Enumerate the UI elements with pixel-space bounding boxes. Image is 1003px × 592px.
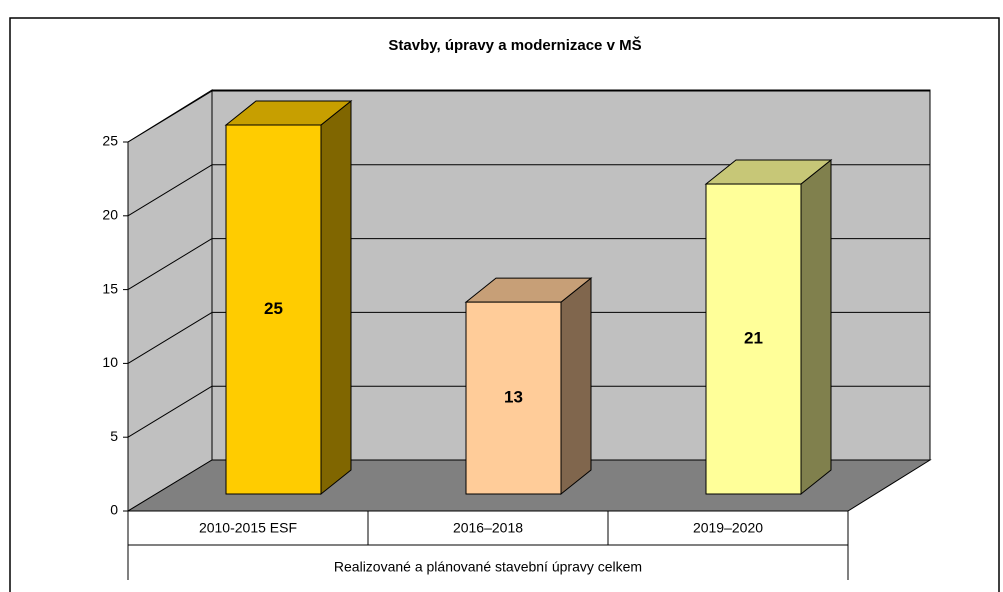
bar-side [800, 158, 832, 496]
bar [225, 124, 322, 495]
y-tick-label: 5 [110, 428, 118, 444]
x-tick-label: 2019–2020 [693, 520, 763, 536]
y-tick-label: 10 [102, 354, 118, 370]
x-tick-label: 2010-2015 ESF [199, 520, 297, 536]
x-axis-title: Realizované a plánované stavební úpravy … [334, 559, 642, 575]
grid-line [127, 311, 213, 364]
chart-title: Stavby, úpravy a modernizace v MŠ [388, 36, 641, 54]
y-tick-label: 15 [102, 280, 118, 296]
grid-line [127, 238, 213, 291]
side-wall [127, 89, 213, 512]
y-tick-label: 25 [102, 133, 118, 149]
data-label: 13 [504, 388, 523, 407]
grid-line [127, 385, 213, 438]
bar [705, 183, 802, 495]
y-tick-label: 20 [102, 207, 118, 223]
bar [465, 301, 562, 495]
y-tick-label: 0 [110, 502, 118, 518]
bar-side [320, 99, 352, 496]
grid-line [127, 90, 213, 143]
data-label: 25 [264, 299, 283, 318]
data-label: 21 [744, 329, 763, 348]
x-tick-label: 2016–2018 [453, 520, 523, 536]
bar-side [560, 277, 592, 496]
grid-line [127, 164, 213, 217]
